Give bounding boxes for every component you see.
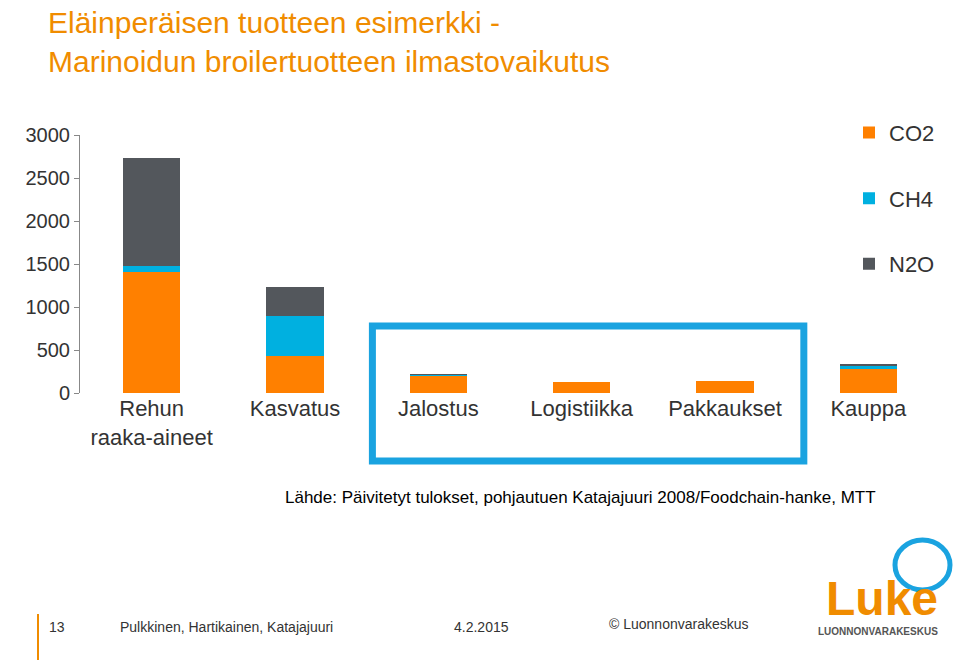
svg-text:CO2: CO2 xyxy=(889,121,934,146)
svg-text:Lähde: Päivitetyt tulokset, po: Lähde: Päivitetyt tulokset, pohjautuen K… xyxy=(285,488,876,507)
svg-text:Luke: Luke xyxy=(826,572,938,625)
svg-text:Pakkaukset: Pakkaukset xyxy=(668,396,782,421)
svg-text:Kasvatus: Kasvatus xyxy=(250,396,341,421)
svg-text:CH4: CH4 xyxy=(889,187,933,212)
svg-text:Rehunraaka-aineet: Rehunraaka-aineet xyxy=(91,396,213,450)
svg-text:500: 500 xyxy=(37,339,70,361)
svg-text:2000: 2000 xyxy=(26,210,71,232)
svg-text:2500: 2500 xyxy=(26,167,71,189)
svg-text:Kauppa: Kauppa xyxy=(830,396,907,421)
svg-text:1500: 1500 xyxy=(26,253,71,275)
svg-text:0: 0 xyxy=(59,382,70,404)
svg-text:LUONNONVARAKESKUS: LUONNONVARAKESKUS xyxy=(818,626,938,637)
svg-text:N2O: N2O xyxy=(889,252,934,277)
svg-text:1000: 1000 xyxy=(26,296,71,318)
svg-text:Eläinperäisen tuotteen esimerk: Eläinperäisen tuotteen esimerkki -Marino… xyxy=(48,6,610,78)
svg-text:13: 13 xyxy=(49,619,65,635)
svg-text:3000: 3000 xyxy=(26,124,71,146)
svg-text:Logistiikka: Logistiikka xyxy=(530,396,633,421)
svg-text:Jalostus: Jalostus xyxy=(398,396,479,421)
svg-text:4.2.2015: 4.2.2015 xyxy=(454,619,509,635)
svg-text:© Luonnonvarakeskus: © Luonnonvarakeskus xyxy=(609,616,749,632)
svg-text:Pulkkinen, Hartikainen, Kataja: Pulkkinen, Hartikainen, Katajajuuri xyxy=(120,619,333,635)
